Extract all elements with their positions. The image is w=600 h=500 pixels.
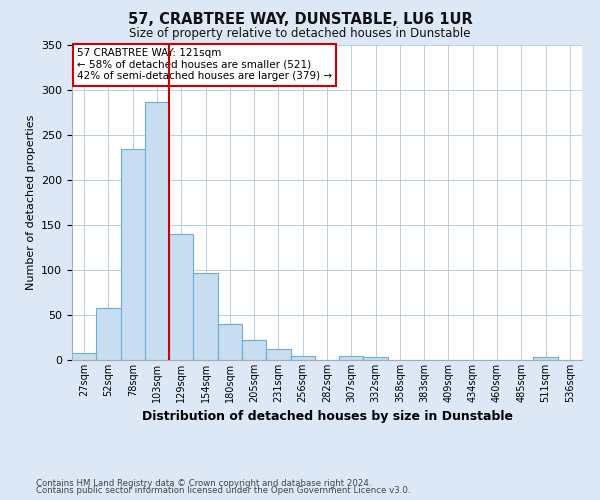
Bar — [121, 150, 145, 360]
Bar — [339, 356, 364, 360]
X-axis label: Distribution of detached houses by size in Dunstable: Distribution of detached houses by size … — [142, 410, 512, 424]
Text: Contains public sector information licensed under the Open Government Licence v3: Contains public sector information licen… — [36, 486, 410, 495]
Text: Size of property relative to detached houses in Dunstable: Size of property relative to detached ho… — [129, 28, 471, 40]
Bar — [533, 358, 558, 360]
Bar — [290, 356, 315, 360]
Bar — [169, 234, 193, 360]
Text: 57 CRABTREE WAY: 121sqm
← 58% of detached houses are smaller (521)
42% of semi-d: 57 CRABTREE WAY: 121sqm ← 58% of detache… — [77, 48, 332, 82]
Text: Contains HM Land Registry data © Crown copyright and database right 2024.: Contains HM Land Registry data © Crown c… — [36, 478, 371, 488]
Text: 57, CRABTREE WAY, DUNSTABLE, LU6 1UR: 57, CRABTREE WAY, DUNSTABLE, LU6 1UR — [128, 12, 472, 28]
Bar — [96, 308, 121, 360]
Bar — [145, 102, 169, 360]
Bar — [72, 353, 96, 360]
Y-axis label: Number of detached properties: Number of detached properties — [26, 115, 35, 290]
Bar — [266, 349, 290, 360]
Bar — [242, 340, 266, 360]
Bar — [364, 358, 388, 360]
Bar — [218, 324, 242, 360]
Bar — [193, 272, 218, 360]
